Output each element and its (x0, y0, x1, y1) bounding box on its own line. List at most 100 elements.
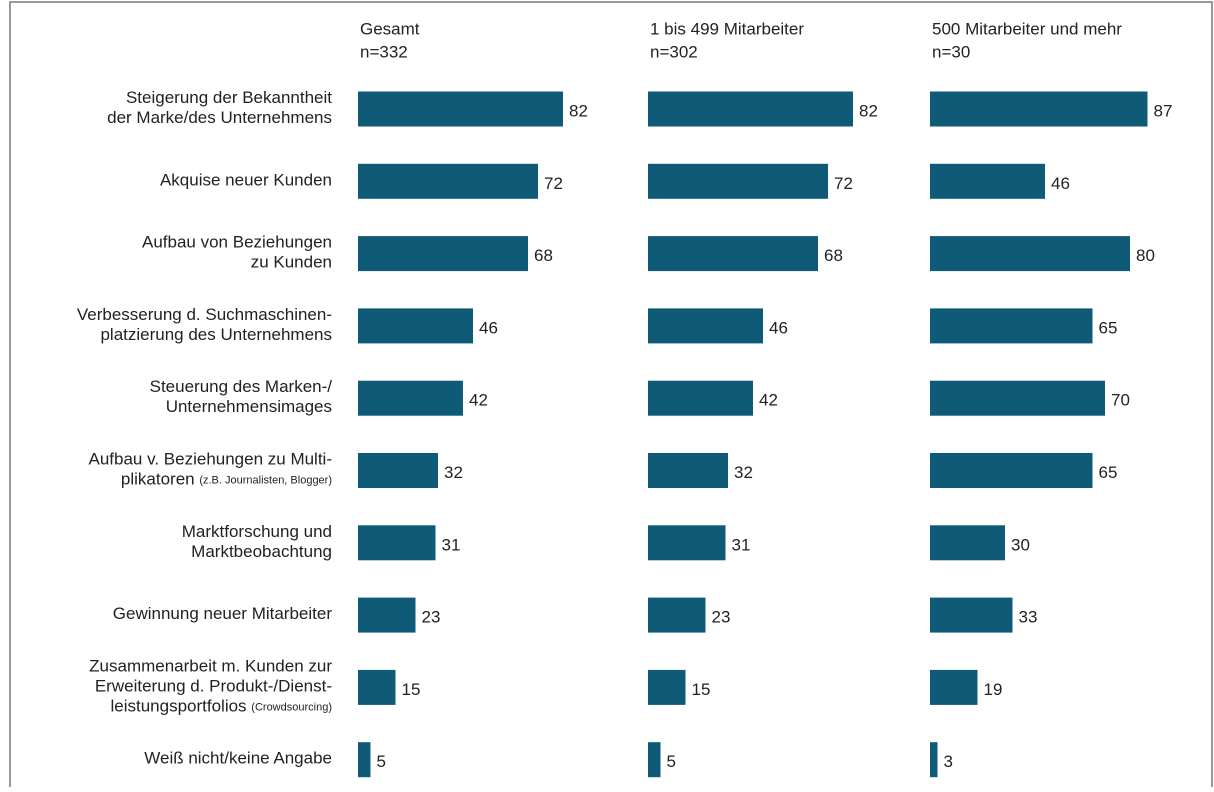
label-part: leistungsportfolios (110, 697, 251, 716)
value-label: 65 (1099, 463, 1118, 482)
category-label: Aufbau v. Beziehungen zu Multi- (89, 450, 333, 469)
label-part: Unternehmensimages (166, 398, 332, 417)
value-label: 30 (1011, 535, 1030, 554)
bar (358, 163, 538, 199)
bar (648, 91, 853, 127)
label-part: Marktforschung und (182, 522, 332, 541)
value-label: 68 (824, 246, 843, 265)
bar (648, 742, 661, 778)
label-part: Erweiterung d. Produkt-/Dienst- (95, 677, 332, 696)
value-label: 19 (984, 680, 1003, 699)
panel-title: 1 bis 499 Mitarbeiter (650, 19, 804, 38)
bar (358, 669, 396, 705)
bar (358, 525, 436, 561)
bar (358, 597, 416, 633)
category-label: Akquise neuer Kunden (160, 171, 332, 190)
label-part: der Marke/des Unternehmens (107, 108, 332, 127)
bar (930, 163, 1045, 199)
value-label: 68 (534, 246, 553, 265)
bar (648, 236, 818, 272)
label-part: (Crowdsourcing) (251, 701, 332, 713)
label-part: platzierung des Unternehmens (100, 325, 332, 344)
label-part: Aufbau v. Beziehungen zu Multi- (89, 450, 333, 469)
bar (648, 308, 763, 344)
panel-n: n=332 (360, 42, 408, 61)
value-label: 42 (469, 391, 488, 410)
panel-n: n=30 (932, 42, 970, 61)
category-label: Marktbeobachtung (191, 542, 332, 561)
category-label: Unternehmensimages (166, 398, 332, 417)
value-label: 72 (544, 174, 563, 193)
category-label: plikatoren (z.B. Journalisten, Blogger) (121, 470, 332, 489)
value-label: 46 (769, 318, 788, 337)
category-label: Gewinnung neuer Mitarbeiter (113, 605, 333, 624)
category-label: Steuerung des Marken-/ (150, 378, 333, 397)
bar (358, 380, 463, 416)
bar (358, 91, 563, 127)
bar (930, 525, 1005, 561)
category-label: platzierung des Unternehmens (100, 325, 332, 344)
label-part: Steuerung des Marken-/ (150, 378, 333, 397)
label-part: Akquise neuer Kunden (160, 171, 332, 190)
value-label: 72 (834, 174, 853, 193)
category-label: Weiß nicht/keine Angabe (144, 749, 332, 768)
value-label: 82 (569, 101, 588, 120)
value-label: 31 (442, 535, 461, 554)
value-label: 5 (377, 752, 386, 771)
category-label: Verbesserung d. Suchmaschinen- (77, 305, 332, 324)
bar (648, 380, 753, 416)
bar (358, 308, 473, 344)
bar (648, 525, 726, 561)
value-label: 46 (479, 318, 498, 337)
value-label: 33 (1019, 608, 1038, 627)
label-part: Zusammenarbeit m. Kunden zur (89, 657, 332, 676)
category-label: Zusammenarbeit m. Kunden zur (89, 657, 332, 676)
label-part: (z.B. Journalisten, Blogger) (199, 474, 332, 486)
panel-title: 500 Mitarbeiter und mehr (932, 19, 1122, 38)
label-part: Aufbau von Beziehungen (142, 233, 332, 252)
bar (930, 597, 1013, 633)
category-label: Steigerung der Bekanntheit (126, 88, 332, 107)
category-label: leistungsportfolios (Crowdsourcing) (110, 697, 332, 716)
value-label: 15 (692, 680, 711, 699)
value-label: 15 (402, 680, 421, 699)
bar (930, 308, 1093, 344)
bar (930, 669, 978, 705)
label-part: Marktbeobachtung (191, 542, 332, 561)
bar (358, 742, 371, 778)
bar (930, 236, 1130, 272)
value-label: 80 (1136, 246, 1155, 265)
label-part: Gewinnung neuer Mitarbeiter (113, 605, 333, 624)
label-part: Weiß nicht/keine Angabe (144, 749, 332, 768)
category-label: der Marke/des Unternehmens (107, 108, 332, 127)
value-label: 32 (444, 463, 463, 482)
category-label: zu Kunden (251, 253, 332, 272)
panel-title: Gesamt (360, 19, 420, 38)
bar (930, 91, 1148, 127)
value-label: 3 (944, 752, 953, 771)
panel-n: n=302 (650, 42, 698, 61)
bar (358, 453, 438, 488)
label-part: zu Kunden (251, 253, 332, 272)
value-label: 87 (1154, 101, 1173, 120)
bar (648, 597, 706, 633)
category-label: Erweiterung d. Produkt-/Dienst- (95, 677, 332, 696)
value-label: 5 (667, 752, 676, 771)
value-label: 42 (759, 391, 778, 410)
value-label: 31 (732, 535, 751, 554)
bar (648, 453, 728, 488)
category-label: Aufbau von Beziehungen (142, 233, 332, 252)
value-label: 82 (859, 101, 878, 120)
bar (358, 236, 528, 272)
label-part: Verbesserung d. Suchmaschinen- (77, 305, 332, 324)
category-label: Marktforschung und (182, 522, 332, 541)
value-label: 32 (734, 463, 753, 482)
value-label: 23 (712, 608, 731, 627)
bar (648, 669, 686, 705)
label-part: Steigerung der Bekanntheit (126, 88, 332, 107)
value-label: 23 (422, 608, 441, 627)
value-label: 65 (1099, 318, 1118, 337)
frame (9, 1, 1213, 792)
